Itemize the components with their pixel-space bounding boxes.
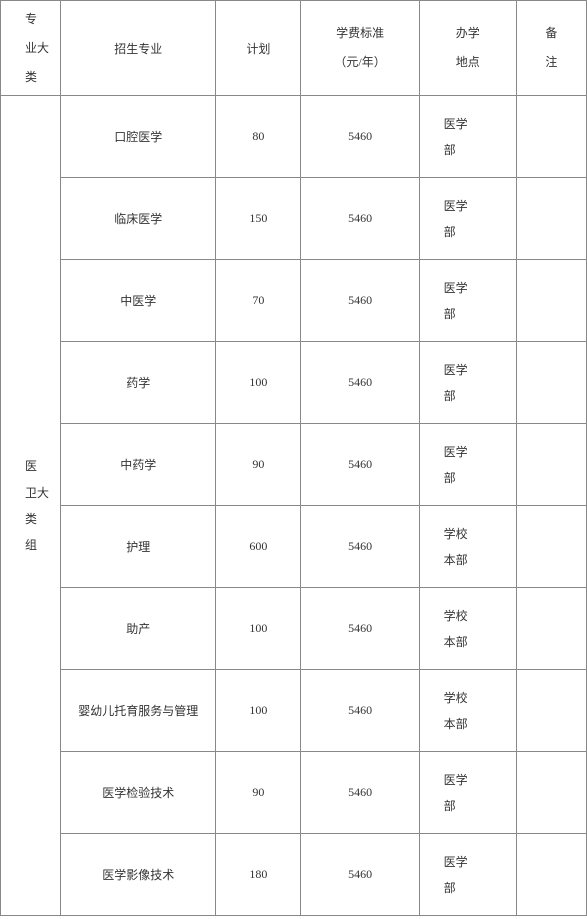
remark-cell bbox=[516, 424, 586, 506]
major-cell: 中医学 bbox=[61, 260, 216, 342]
major-cell: 中药学 bbox=[61, 424, 216, 506]
plan-cell: 150 bbox=[216, 178, 301, 260]
tuition-cell: 5460 bbox=[301, 588, 419, 670]
category-cell: 医卫大类组 bbox=[1, 96, 61, 916]
tuition-cell: 5460 bbox=[301, 834, 419, 916]
table-body: 医卫大类组 口腔医学 80 5460 医学部 临床医学 150 5460 医学部… bbox=[1, 96, 587, 916]
table-row: 医卫大类组 口腔医学 80 5460 医学部 bbox=[1, 96, 587, 178]
remark-cell bbox=[516, 178, 586, 260]
tuition-cell: 5460 bbox=[301, 670, 419, 752]
table-row: 助产 100 5460 学校本部 bbox=[1, 588, 587, 670]
major-cell: 口腔医学 bbox=[61, 96, 216, 178]
location-cell: 学校本部 bbox=[419, 670, 516, 752]
remark-cell bbox=[516, 96, 586, 178]
table-row: 药学 100 5460 医学部 bbox=[1, 342, 587, 424]
location-cell: 医学部 bbox=[419, 178, 516, 260]
header-row: 专业大类 招生专业 计划 学费标准（元/年） 办学地点 备注 bbox=[1, 1, 587, 96]
tuition-cell: 5460 bbox=[301, 506, 419, 588]
location-cell: 医学部 bbox=[419, 834, 516, 916]
header-location: 办学地点 bbox=[419, 1, 516, 96]
remark-cell bbox=[516, 588, 586, 670]
remark-cell bbox=[516, 342, 586, 424]
plan-cell: 100 bbox=[216, 588, 301, 670]
tuition-cell: 5460 bbox=[301, 260, 419, 342]
header-tuition: 学费标准（元/年） bbox=[301, 1, 419, 96]
remark-cell bbox=[516, 260, 586, 342]
location-cell: 医学部 bbox=[419, 342, 516, 424]
tuition-cell: 5460 bbox=[301, 752, 419, 834]
plan-cell: 90 bbox=[216, 424, 301, 506]
table-row: 医学影像技术 180 5460 医学部 bbox=[1, 834, 587, 916]
plan-cell: 80 bbox=[216, 96, 301, 178]
tuition-cell: 5460 bbox=[301, 342, 419, 424]
remark-cell bbox=[516, 752, 586, 834]
tuition-cell: 5460 bbox=[301, 424, 419, 506]
location-cell: 医学部 bbox=[419, 424, 516, 506]
location-cell: 学校本部 bbox=[419, 588, 516, 670]
major-cell: 助产 bbox=[61, 588, 216, 670]
table-row: 中医学 70 5460 医学部 bbox=[1, 260, 587, 342]
table-row: 医学检验技术 90 5460 医学部 bbox=[1, 752, 587, 834]
remark-cell bbox=[516, 670, 586, 752]
plan-cell: 180 bbox=[216, 834, 301, 916]
table-row: 中药学 90 5460 医学部 bbox=[1, 424, 587, 506]
major-cell: 医学检验技术 bbox=[61, 752, 216, 834]
plan-cell: 70 bbox=[216, 260, 301, 342]
table-row: 护理 600 5460 学校本部 bbox=[1, 506, 587, 588]
location-cell: 医学部 bbox=[419, 96, 516, 178]
location-cell: 医学部 bbox=[419, 260, 516, 342]
location-cell: 医学部 bbox=[419, 752, 516, 834]
major-cell: 临床医学 bbox=[61, 178, 216, 260]
major-cell: 医学影像技术 bbox=[61, 834, 216, 916]
header-major: 招生专业 bbox=[61, 1, 216, 96]
header-plan: 计划 bbox=[216, 1, 301, 96]
tuition-cell: 5460 bbox=[301, 96, 419, 178]
table-row: 婴幼儿托育服务与管理 100 5460 学校本部 bbox=[1, 670, 587, 752]
location-cell: 学校本部 bbox=[419, 506, 516, 588]
major-cell: 药学 bbox=[61, 342, 216, 424]
header-remark: 备注 bbox=[516, 1, 586, 96]
remark-cell bbox=[516, 834, 586, 916]
enrollment-table: 专业大类 招生专业 计划 学费标准（元/年） 办学地点 备注 医卫大类组 口腔医… bbox=[0, 0, 587, 916]
tuition-cell: 5460 bbox=[301, 178, 419, 260]
header-category: 专业大类 bbox=[1, 1, 61, 96]
plan-cell: 100 bbox=[216, 670, 301, 752]
remark-cell bbox=[516, 506, 586, 588]
major-cell: 护理 bbox=[61, 506, 216, 588]
table-row: 临床医学 150 5460 医学部 bbox=[1, 178, 587, 260]
major-cell: 婴幼儿托育服务与管理 bbox=[61, 670, 216, 752]
plan-cell: 100 bbox=[216, 342, 301, 424]
plan-cell: 90 bbox=[216, 752, 301, 834]
plan-cell: 600 bbox=[216, 506, 301, 588]
